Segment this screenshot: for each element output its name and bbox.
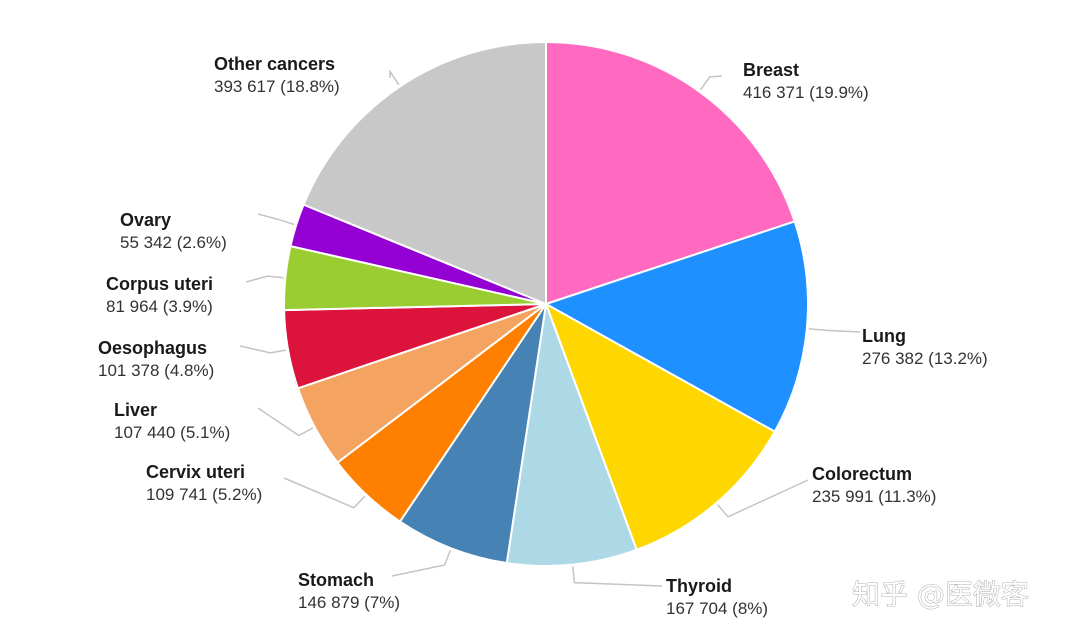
slice-label-name-ovary: Ovary (120, 210, 171, 230)
slice-label-name-stomach: Stomach (298, 570, 374, 590)
leader-line-lung (808, 328, 861, 333)
slice-label-value-other-cancers: 393 617 (18.8%) (214, 77, 340, 96)
slice-label-value-ovary: 55 342 (2.6%) (120, 233, 227, 252)
leader-line-breast (699, 75, 723, 91)
pie-slice-colorectum (544, 301, 777, 552)
leader-line-other-cancers (389, 69, 400, 86)
pie-slice-other-cancers (302, 40, 547, 306)
watermark-text: 知乎 @医微客 (852, 578, 1029, 611)
slice-label-value-breast: 416 371 (19.9%) (743, 83, 869, 102)
slice-label-name-cervix-uteri: Cervix uteri (146, 462, 245, 482)
slice-label-value-lung: 276 382 (13.2%) (862, 349, 988, 368)
slice-label-value-thyroid: 167 704 (8%) (666, 599, 768, 618)
slice-label-name-lung: Lung (862, 326, 906, 346)
pie-slice-breast (545, 40, 796, 306)
slice-labels: Breast 416 371 (19.9%) Lung 276 382 (13.2%)… (98, 54, 988, 618)
leader-lines (239, 69, 861, 587)
pie-slice-lung (543, 220, 809, 434)
slice-label-name-other-cancers: Other cancers (214, 54, 335, 74)
pie-slice-stomach (398, 303, 547, 565)
slice-label-value-stomach: 146 879 (7%) (298, 593, 400, 612)
slice-label-value-oesophagus: 101 378 (4.8%) (98, 361, 214, 380)
slice-label-value-cervix-uteri: 109 741 (5.2%) (146, 485, 262, 504)
leader-line-cervix-uteri (283, 477, 366, 509)
leader-line-corpus-uteri (245, 275, 284, 283)
leader-line-thyroid (572, 566, 663, 587)
slice-label-value-corpus-uteri: 81 964 (3.9%) (106, 297, 213, 316)
slice-label-value-liver: 107 440 (5.1%) (114, 423, 230, 442)
slice-label-name-corpus-uteri: Corpus uteri (106, 274, 213, 294)
leader-line-liver (257, 407, 314, 437)
slice-label-value-colorectum: 235 991 (11.3%) (812, 487, 936, 506)
slice-label-name-colorectum: Colorectum (812, 464, 912, 484)
slice-label-name-liver: Liver (114, 400, 157, 420)
slice-label-name-oesophagus: Oesophagus (98, 338, 207, 358)
slice-label-name-thyroid: Thyroid (666, 576, 732, 596)
pie-slice-thyroid (505, 303, 638, 568)
leader-line-stomach (391, 549, 452, 577)
pie-slices (283, 40, 809, 568)
leader-line-ovary (257, 213, 295, 226)
leader-line-oesophagus (239, 345, 287, 354)
leader-line-colorectum (717, 479, 809, 518)
slice-label-name-breast: Breast (743, 60, 799, 80)
